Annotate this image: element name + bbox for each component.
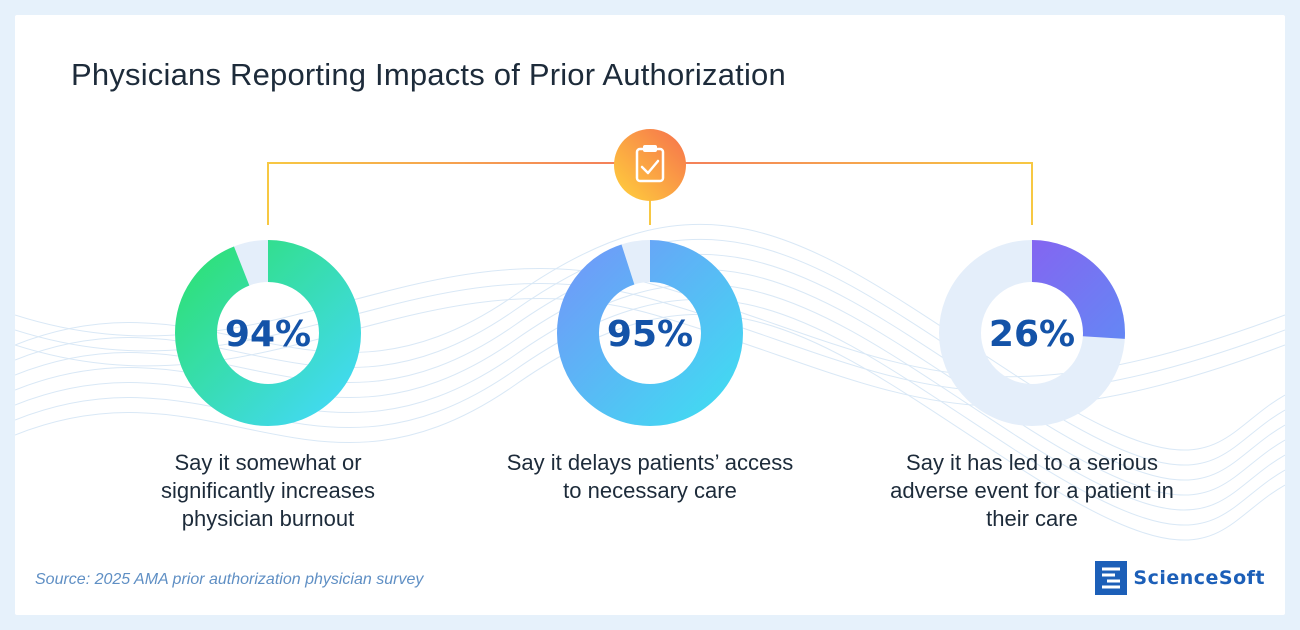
donut-percent-label: 94% (225, 314, 311, 355)
source-note: Source: 2025 AMA prior authorization phy… (35, 571, 424, 588)
caption-delays-access: Say it delays patients’ access to necess… (506, 450, 794, 503)
chart-canvas: 94% 95% 26% (15, 129, 1285, 541)
sciencesoft-logo-icon (1095, 561, 1128, 595)
clipboard-check-icon (614, 129, 686, 201)
donut-delays-access: 95% (557, 240, 743, 426)
caption-burnout: Say it somewhat or significantly increas… (161, 450, 375, 531)
donut-value-arc (175, 240, 361, 426)
page-title: Physicians Reporting Impacts of Prior Au… (71, 57, 786, 92)
donut-charts: 94% 95% 26% (175, 240, 1125, 426)
sciencesoft-logo: ScienceSoft (1095, 560, 1265, 596)
donut-value-arc (939, 240, 1125, 426)
donut-percent-label: 95% (607, 314, 693, 355)
donut-burnout: 94% (175, 240, 361, 426)
caption-adverse-event: Say it has led to a serious adverse even… (890, 450, 1174, 531)
logo-text: ScienceSoft (1133, 567, 1265, 589)
infographic-card: Physicians Reporting Impacts of Prior Au… (15, 15, 1285, 615)
donut-percent-label: 26% (989, 314, 1075, 355)
donut-adverse-event: 26% (939, 240, 1125, 426)
donut-value-arc (557, 240, 743, 426)
